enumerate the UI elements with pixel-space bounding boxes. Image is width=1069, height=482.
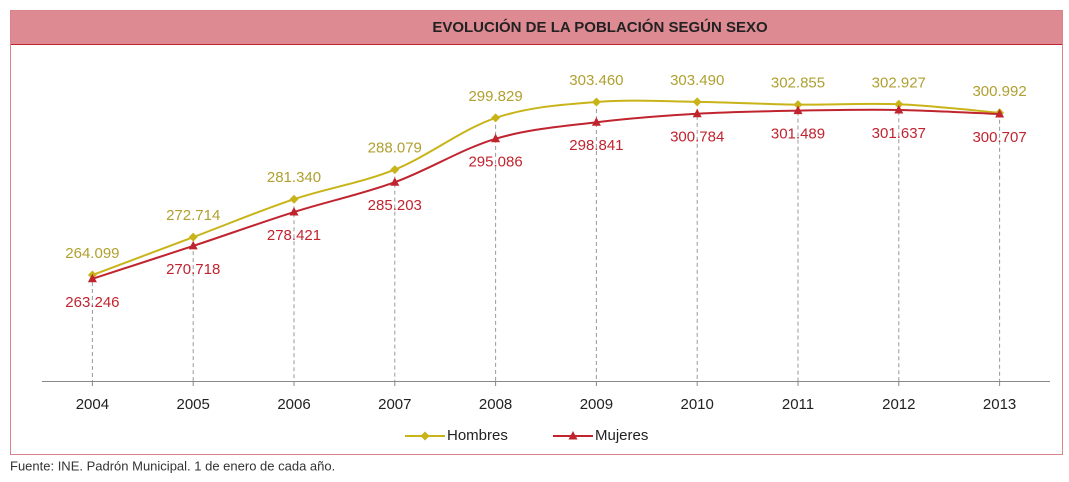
- point: [793, 105, 803, 115]
- point: [491, 133, 501, 143]
- chart-frame: [10, 10, 1063, 455]
- data-label: 301.489: [771, 126, 825, 143]
- point: [591, 117, 601, 126]
- line: [92, 99, 1000, 276]
- legend-marker: [568, 431, 578, 440]
- x-tick-label: 2012: [882, 396, 915, 413]
- data-label: 302.855: [771, 75, 825, 92]
- x-tick-label: 2009: [580, 396, 613, 413]
- point: [491, 113, 501, 123]
- data-label: 300.707: [972, 129, 1026, 146]
- legend-label: Hombres: [447, 427, 508, 444]
- x-tick-label: 2004: [76, 396, 109, 413]
- legend-marker: [420, 431, 430, 441]
- chart-title: EVOLUCIÓN DE LA POBLACIÓN SEGÚN SEXO: [432, 18, 768, 36]
- x-tick-label: 2006: [277, 396, 310, 413]
- point: [692, 97, 702, 107]
- point: [390, 165, 400, 175]
- point: [793, 100, 803, 110]
- data-label: 300.992: [972, 83, 1026, 100]
- x-tick-label: 2013: [983, 396, 1016, 413]
- data-label: 303.460: [569, 72, 623, 89]
- data-label: 270.718: [166, 261, 220, 278]
- title-bar: [11, 11, 1062, 44]
- data-label: 263.246: [65, 294, 119, 311]
- data-label: 300.784: [670, 129, 724, 146]
- point: [87, 273, 97, 283]
- point: [591, 97, 601, 107]
- data-label: 281.340: [267, 169, 321, 186]
- data-label: 285.203: [368, 197, 422, 214]
- point: [188, 232, 198, 242]
- line: [92, 108, 1000, 280]
- data-label: 264.099: [65, 245, 119, 262]
- point: [995, 109, 1005, 118]
- data-label: 272.714: [166, 207, 220, 224]
- point: [289, 194, 299, 204]
- point: [894, 104, 904, 114]
- point: [188, 240, 198, 250]
- data-label: 295.086: [468, 154, 522, 171]
- data-label: 298.841: [569, 137, 623, 154]
- point: [390, 177, 400, 186]
- source-note: Fuente: INE. Padrón Municipal. 1 de ener…: [10, 458, 335, 473]
- point: [289, 207, 299, 216]
- point: [894, 99, 904, 109]
- x-tick-label: 2010: [681, 396, 714, 413]
- x-tick-label: 2008: [479, 396, 512, 413]
- data-label: 301.637: [872, 125, 926, 142]
- point: [692, 108, 702, 118]
- x-tick-label: 2005: [177, 396, 210, 413]
- data-label: 288.079: [368, 140, 422, 157]
- data-label: 303.490: [670, 72, 724, 89]
- data-label: 302.927: [872, 74, 926, 91]
- x-tick-label: 2011: [782, 396, 814, 413]
- data-label: 278.421: [267, 227, 321, 244]
- legend-label: Mujeres: [595, 427, 648, 444]
- x-tick-label: 2007: [378, 396, 411, 413]
- data-label: 299.829: [468, 88, 522, 105]
